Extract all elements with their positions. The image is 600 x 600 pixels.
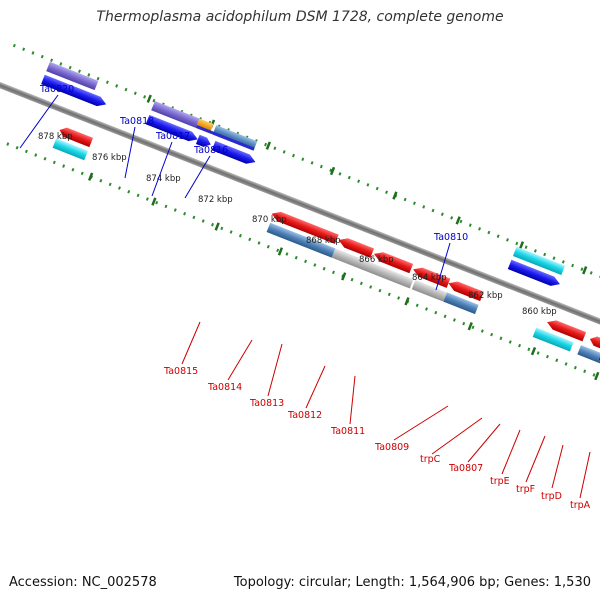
- ruler-lower: [0, 131, 600, 406]
- feature-ta0814-arrow[interactable]: [337, 235, 375, 258]
- kbp-label: 866 kbp: [359, 255, 394, 265]
- bottom-leaders: [181, 321, 591, 499]
- gene-label-ta0813[interactable]: Ta0813: [249, 398, 284, 409]
- gene-label-ta0818[interactable]: Ta0818: [119, 116, 154, 127]
- gene-label-ta0817[interactable]: Ta0817: [155, 131, 190, 142]
- feature-ta0811-arrow[interactable]: [447, 279, 484, 302]
- gene-label-ta0807[interactable]: Ta0807: [448, 463, 483, 474]
- feature-trp-bar[interactable]: [577, 345, 600, 417]
- genome-summary-text: Topology: circular; Length: 1,564,906 bp…: [233, 575, 591, 590]
- feature-ta0817[interactable]: [195, 118, 214, 134]
- gene-label-trpd[interactable]: trpD: [541, 491, 562, 502]
- feature-ta0809-arrow[interactable]: [545, 317, 587, 342]
- kbp-label: 862 kbp: [468, 291, 503, 301]
- feature-ta0812-arrow[interactable]: [411, 265, 451, 288]
- gene-label-trpc[interactable]: trpC: [420, 454, 441, 465]
- feature-trpc-arrow[interactable]: [588, 334, 600, 352]
- genome-backbone: [0, 74, 600, 366]
- gene-label-trpe[interactable]: trpE: [490, 476, 510, 487]
- feature-ta0810-arrow[interactable]: [507, 259, 562, 289]
- kbp-label: 876 kbp: [92, 153, 127, 163]
- feature-ta0812-bar[interactable]: [411, 279, 448, 302]
- gene-label-ta0814[interactable]: Ta0814: [207, 382, 242, 393]
- feature-ta0816[interactable]: [212, 125, 258, 151]
- gene-label-ta0820[interactable]: Ta0820: [39, 84, 74, 95]
- gene-label-trpa[interactable]: trpA: [570, 500, 591, 511]
- gene-label-ta0809[interactable]: Ta0809: [374, 442, 409, 453]
- kbp-label: 870 kbp: [252, 215, 287, 225]
- feature-ta0811-bar[interactable]: [443, 292, 479, 315]
- feature-blue-arrow-3[interactable]: [211, 140, 258, 167]
- feature-blue-arrow-2[interactable]: [195, 134, 213, 149]
- feature-ta0818[interactable]: [151, 100, 200, 128]
- gene-label-ta0815[interactable]: Ta0815: [163, 366, 198, 377]
- feature-ta0813-arrow[interactable]: [372, 249, 414, 274]
- ruler-upper: [12, 43, 600, 318]
- kbp-label: 868 kbp: [306, 236, 341, 246]
- map-title: Thermoplasma acidophilum DSM 1728, compl…: [96, 9, 504, 25]
- gene-label-trpf[interactable]: trpF: [516, 484, 535, 495]
- top-leaders: [19, 94, 451, 291]
- gene-label-ta0816[interactable]: Ta0816: [193, 145, 228, 156]
- feature-cyan-left[interactable]: [52, 138, 88, 161]
- feature-ta0814-bar[interactable]: [331, 248, 414, 289]
- feature-blue-arrow-1[interactable]: [145, 114, 200, 144]
- ruler-upper-ticks: [146, 94, 588, 275]
- accession-text: Accession: NC_002578: [9, 575, 157, 590]
- kbp-label: 874 kbp: [146, 174, 181, 184]
- gene-label-ta0811[interactable]: Ta0811: [330, 426, 365, 437]
- feature-reverse-arrow[interactable]: [58, 125, 94, 148]
- kbp-label: 860 kbp: [522, 307, 557, 317]
- feature-ta0809-bar[interactable]: [532, 327, 574, 352]
- feature-forward-arrow[interactable]: [41, 74, 108, 109]
- ruler-lower-ticks: [87, 172, 600, 381]
- kbp-label: 878 kbp: [38, 132, 73, 142]
- gene-label-ta0812[interactable]: Ta0812: [287, 410, 322, 421]
- kbp-label: 864 kbp: [412, 273, 447, 283]
- feature-ta0815[interactable]: [270, 209, 339, 244]
- feature-ta0820[interactable]: [46, 61, 99, 91]
- feature-ta0810[interactable]: [512, 246, 565, 276]
- feature-ta0816-overlap: [195, 125, 255, 151]
- kbp-label: 872 kbp: [198, 195, 233, 205]
- feature-ta0815-bar[interactable]: [266, 222, 336, 258]
- gene-label-ta0810[interactable]: Ta0810: [433, 232, 468, 243]
